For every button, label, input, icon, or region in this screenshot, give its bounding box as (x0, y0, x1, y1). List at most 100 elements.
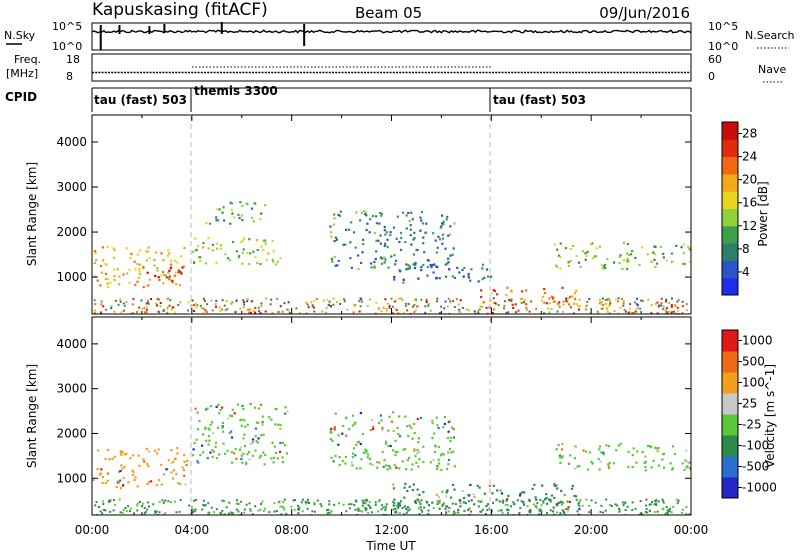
data-cell (648, 445, 651, 448)
data-cell (586, 468, 590, 471)
data-cell (407, 303, 410, 305)
data-cell (142, 285, 145, 289)
data-cell (254, 449, 257, 452)
data-cell (382, 506, 385, 509)
data-cell (129, 257, 132, 260)
data-cell (260, 212, 263, 215)
data-cell (414, 261, 417, 265)
data-cell (418, 500, 421, 503)
data-cell (326, 298, 329, 301)
data-cell (599, 511, 602, 513)
data-cell (397, 433, 400, 436)
data-cell (190, 505, 193, 508)
data-cell (556, 248, 559, 251)
data-cell (145, 302, 148, 305)
data-cell (170, 471, 173, 474)
data-cell (605, 307, 608, 310)
data-cell (294, 499, 296, 502)
data-cell (617, 312, 620, 314)
data-cell (277, 311, 280, 313)
data-cell (520, 500, 523, 503)
data-cell (157, 298, 160, 301)
data-cell (634, 507, 637, 510)
data-cell (121, 450, 124, 454)
data-cell (180, 255, 183, 258)
data-cell (201, 444, 204, 447)
data-cell (141, 308, 144, 311)
data-cell (235, 508, 238, 511)
data-cell (650, 260, 653, 263)
data-cell (128, 268, 131, 272)
data-cell (469, 279, 472, 282)
data-cell (432, 459, 435, 462)
data-cell (404, 241, 407, 244)
data-cell (172, 469, 175, 472)
data-cell (155, 302, 158, 305)
data-cell (520, 301, 523, 304)
data-cell (411, 489, 414, 492)
data-cell (408, 219, 411, 223)
data-cell (327, 508, 330, 511)
data-cell (159, 305, 162, 308)
data-cell (606, 298, 609, 301)
data-cell (202, 307, 205, 310)
data-cell (277, 423, 280, 426)
data-cell (375, 222, 378, 225)
data-cell (306, 507, 309, 510)
data-cell (644, 460, 647, 463)
data-cell (183, 265, 186, 268)
data-cell (473, 495, 476, 499)
data-cell (129, 507, 132, 510)
data-cell (638, 307, 641, 310)
data-cell (242, 452, 245, 455)
data-cell (364, 509, 367, 512)
colorbar-swatch (722, 372, 738, 394)
data-cell (104, 263, 107, 266)
data-cell (152, 503, 155, 506)
data-cell (251, 216, 254, 219)
data-cell (127, 505, 130, 508)
data-cell (229, 414, 232, 417)
data-cell (437, 458, 440, 461)
data-cell (567, 261, 570, 264)
data-cell (346, 308, 349, 311)
data-cell (330, 235, 333, 238)
data-cell (211, 249, 214, 252)
data-cell (448, 448, 452, 451)
data-cell (242, 408, 245, 411)
data-cell (258, 456, 261, 459)
data-cell (125, 247, 128, 250)
data-cell (617, 297, 620, 300)
data-cell (567, 462, 570, 465)
data-cell (241, 404, 244, 407)
data-cell (629, 303, 632, 306)
data-cell (481, 278, 484, 281)
data-cell (392, 483, 395, 486)
data-cell (240, 240, 243, 243)
data-cell (339, 303, 342, 305)
data-cell (265, 297, 268, 300)
data-cell (194, 237, 197, 240)
data-cell (451, 253, 454, 256)
data-cell (145, 259, 149, 262)
data-cell (96, 279, 99, 282)
data-cell (665, 300, 668, 303)
data-cell (243, 419, 246, 422)
data-cell (238, 255, 241, 258)
data-cell (455, 298, 458, 301)
data-cell (645, 498, 648, 501)
data-cell (138, 267, 141, 270)
data-cell (605, 444, 608, 447)
data-cell (405, 214, 408, 217)
data-cell (427, 303, 430, 306)
data-cell (215, 457, 219, 460)
data-cell (243, 511, 246, 514)
data-cell (364, 499, 367, 502)
data-cell (333, 255, 336, 258)
data-cell (681, 262, 684, 265)
data-cell (354, 246, 357, 249)
data-cell (547, 307, 550, 310)
data-cell (616, 504, 619, 507)
data-cell (682, 243, 685, 246)
data-cell (259, 262, 262, 266)
